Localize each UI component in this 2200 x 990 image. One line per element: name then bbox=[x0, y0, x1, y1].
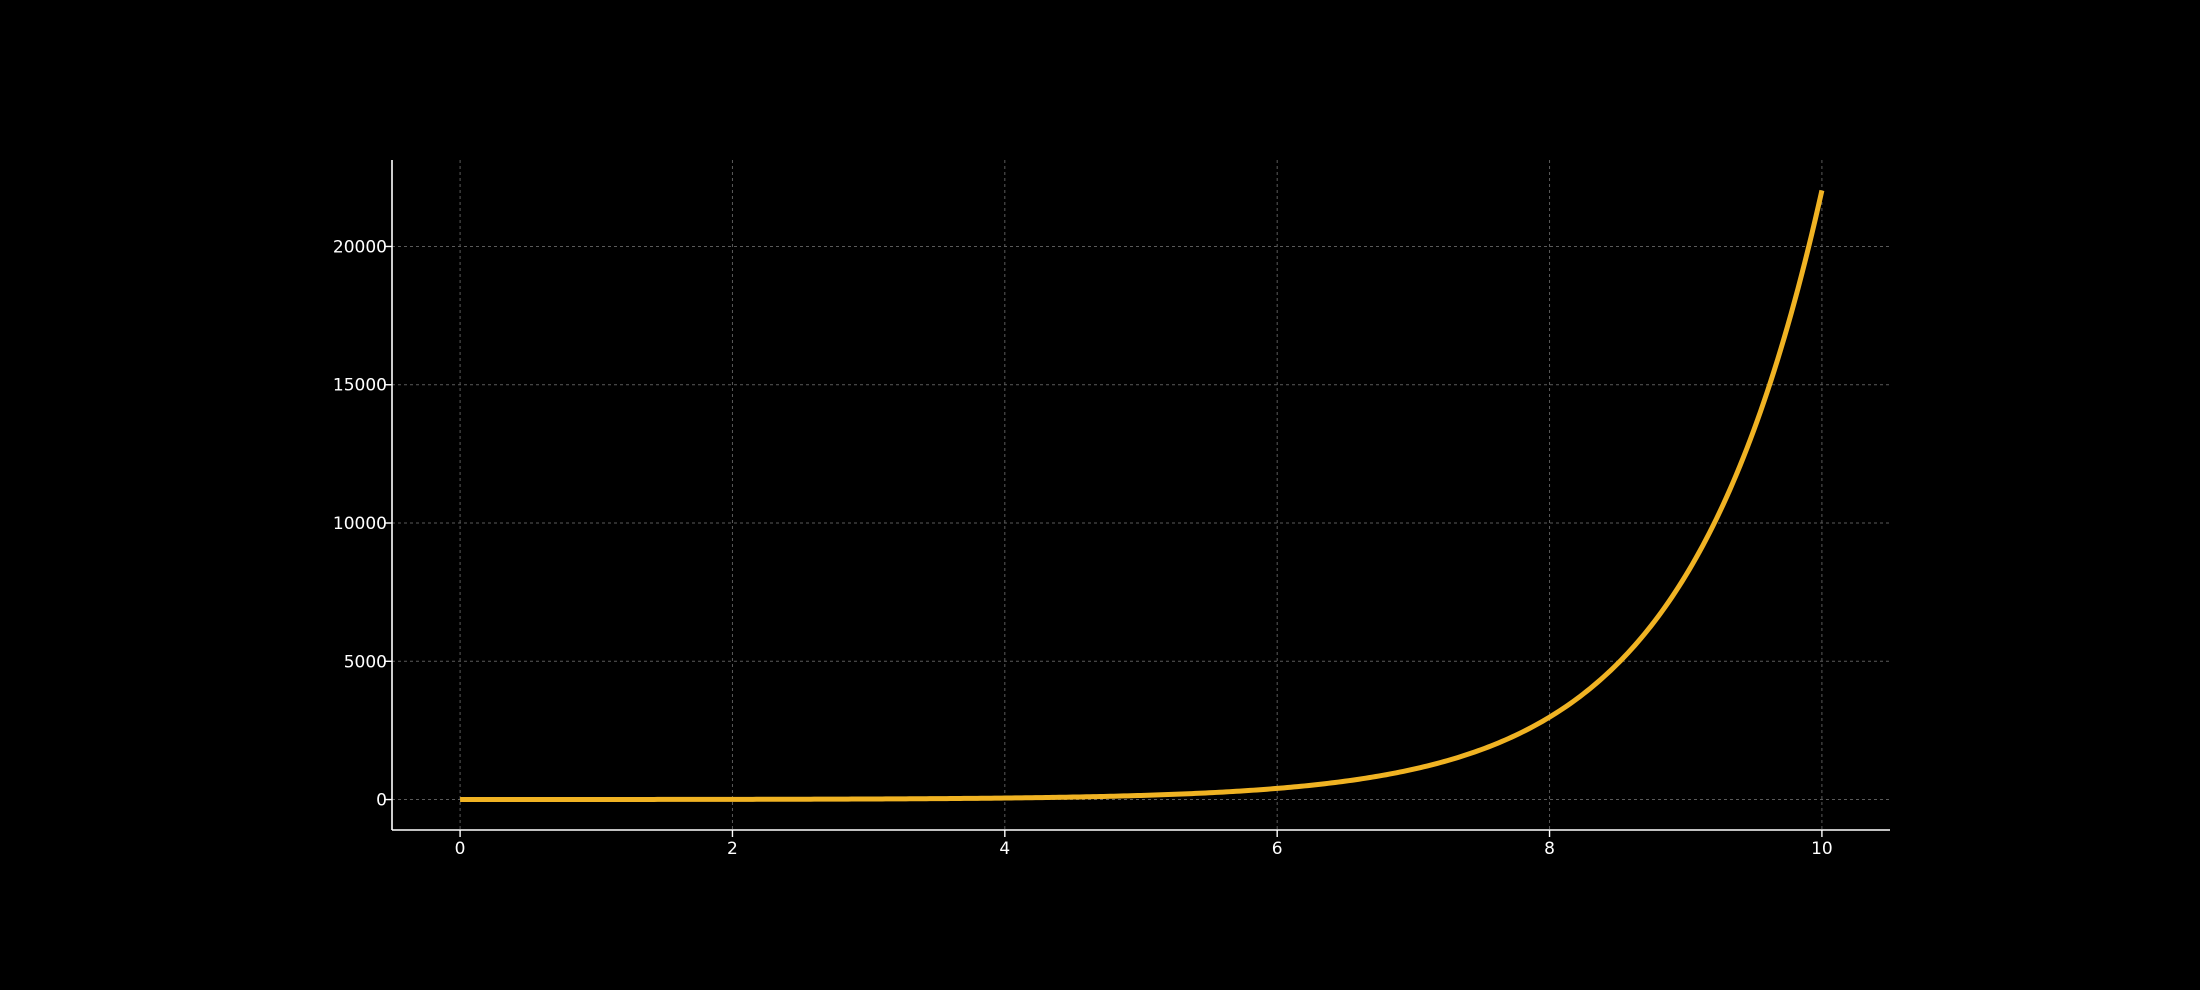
axes bbox=[391, 160, 1890, 831]
x-tick-label: 8 bbox=[1544, 839, 1555, 859]
x-tick-label: 0 bbox=[455, 839, 466, 859]
x-tick-label: 2 bbox=[727, 839, 738, 859]
y-tick-label: 15000 bbox=[333, 376, 387, 396]
x-tick-label: 10 bbox=[1811, 839, 1833, 859]
x-tick-label: 4 bbox=[999, 839, 1010, 859]
y-tick-label: 20000 bbox=[333, 237, 387, 257]
grid bbox=[392, 160, 1890, 830]
y-tick-label: 5000 bbox=[344, 652, 387, 672]
y-tick-label: 0 bbox=[376, 791, 387, 811]
ticks: 0 2 4 6 8 10 0 5000 10000 15000 20000 bbox=[333, 237, 1833, 859]
series bbox=[460, 189, 1825, 803]
y-tick-label: 10000 bbox=[333, 514, 387, 534]
x-tick-label: 6 bbox=[1272, 839, 1283, 859]
series-line bbox=[460, 189, 1825, 803]
